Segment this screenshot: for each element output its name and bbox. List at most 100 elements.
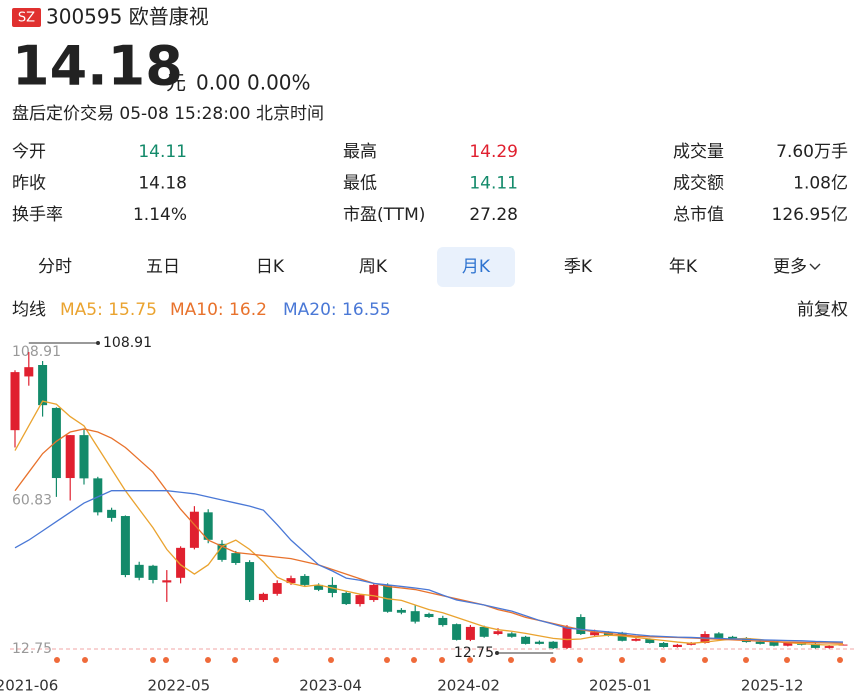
candle-body	[590, 632, 600, 636]
candle-body	[521, 636, 531, 644]
candle-body	[79, 435, 89, 479]
candle-body	[672, 644, 682, 647]
price: 14.18	[12, 35, 183, 98]
stat-value: 14.29	[469, 142, 518, 162]
candle-body	[148, 565, 158, 580]
candle-body	[659, 642, 669, 647]
candle-body	[369, 584, 379, 601]
candle-body	[189, 511, 199, 548]
stat-value: 126.95亿	[772, 205, 848, 225]
candle-body	[410, 611, 420, 622]
candle-body	[562, 626, 572, 648]
stat-value: 1.14%	[133, 205, 187, 225]
candle-body	[617, 632, 627, 641]
candle-body	[10, 372, 20, 431]
x-tick-label: 2023-04	[299, 677, 362, 695]
tab[interactable]: 更多	[773, 257, 807, 277]
legend-entry: MA5: 15.75	[60, 300, 157, 320]
stat-value: 14.18	[138, 174, 187, 194]
tabs: 分时 五日 日K 周K 月K 季K 年K 更多	[38, 257, 821, 277]
candle-body	[493, 631, 503, 635]
legend-entry: MA10: 16.2	[170, 300, 267, 320]
candle-body	[120, 516, 130, 576]
candle-body	[783, 642, 793, 646]
change-pct: 0.00%	[247, 71, 311, 95]
event-markers	[54, 657, 843, 663]
min-label: 12.75	[454, 645, 494, 661]
candle-body	[258, 593, 268, 601]
max-dot	[96, 341, 100, 345]
candle-body	[548, 641, 558, 649]
exchange: SZ	[18, 11, 35, 26]
stat-value: 1.08亿	[793, 174, 848, 194]
candle-body	[755, 641, 765, 644]
stat-value: 27.28	[469, 205, 518, 225]
tab[interactable]: 周K	[359, 257, 388, 277]
candle-body	[300, 575, 310, 585]
stat-label: 最高	[343, 142, 377, 162]
candle-body	[314, 584, 324, 590]
tab[interactable]: 月K	[462, 257, 491, 277]
candle-body	[51, 407, 61, 479]
stat-value: 14.11	[469, 174, 518, 194]
candle-body	[824, 646, 834, 648]
candle-body	[245, 562, 255, 601]
candle-body	[396, 609, 406, 613]
candle-body	[452, 624, 462, 640]
candle-body	[810, 643, 820, 648]
status: 盘后定价交易 05-08 15:28:00 北京时间	[12, 104, 324, 124]
min-dot	[495, 651, 499, 655]
tab[interactable]: 日K	[256, 257, 285, 277]
stat-label: 成交额	[673, 174, 724, 194]
candle-body	[631, 638, 641, 641]
tab[interactable]: 年K	[669, 257, 698, 277]
stat-label: 最低	[343, 174, 377, 194]
candle-body	[203, 512, 213, 540]
dropdown-icon	[809, 263, 821, 270]
candle-body	[438, 617, 448, 626]
stat-label: 市盈(TTM)	[343, 205, 425, 225]
stock-name: 300595 欧普康视	[46, 5, 209, 29]
candle-body	[107, 509, 117, 518]
candle-body	[24, 367, 34, 377]
candle-body	[134, 564, 144, 578]
candle-body	[645, 638, 655, 643]
candle-body	[217, 543, 227, 560]
candle-body	[465, 626, 475, 640]
candle-body	[576, 617, 586, 635]
x-tick-label: 2024-02	[437, 677, 500, 695]
x-tick-label: 2022-05	[147, 677, 210, 695]
adjust[interactable]: 前复权	[797, 300, 848, 320]
candle-body	[231, 553, 241, 563]
stat-label: 换手率	[12, 205, 63, 225]
candle-body	[162, 580, 172, 583]
tab[interactable]: 五日	[146, 257, 180, 277]
stat-label: 今开	[12, 142, 46, 162]
candle-body	[93, 478, 103, 513]
stat-label: 成交量	[673, 142, 724, 162]
change: 0.00	[196, 71, 241, 95]
ma-line	[14, 400, 844, 646]
x-tick-label: 2025-12	[741, 677, 804, 695]
legend: MA5: 15.75 MA10: 16.2 MA20: 16.55	[60, 300, 391, 320]
candle-body	[355, 595, 365, 605]
x-tick-label: 2025-01	[589, 677, 652, 695]
candle-body	[341, 592, 351, 605]
stat-value: 14.11	[138, 142, 187, 162]
candle-body	[327, 584, 337, 593]
chart: 108.91 60.83 12.75 108.91 12.75 2021-06 2022-0…	[0, 335, 854, 695]
max-label: 108.91	[103, 335, 152, 351]
tab[interactable]: 分时	[38, 257, 72, 277]
tab[interactable]: 季K	[564, 257, 593, 277]
candle-body	[65, 435, 75, 479]
ma-line	[14, 428, 844, 644]
candle-body	[176, 547, 186, 578]
candle-body	[286, 578, 296, 584]
candle-body	[424, 613, 434, 618]
stat-label: 总市值	[673, 205, 724, 225]
legend-entry: MA20: 16.55	[283, 300, 391, 320]
x-tick-label: 2021-06	[0, 677, 58, 695]
